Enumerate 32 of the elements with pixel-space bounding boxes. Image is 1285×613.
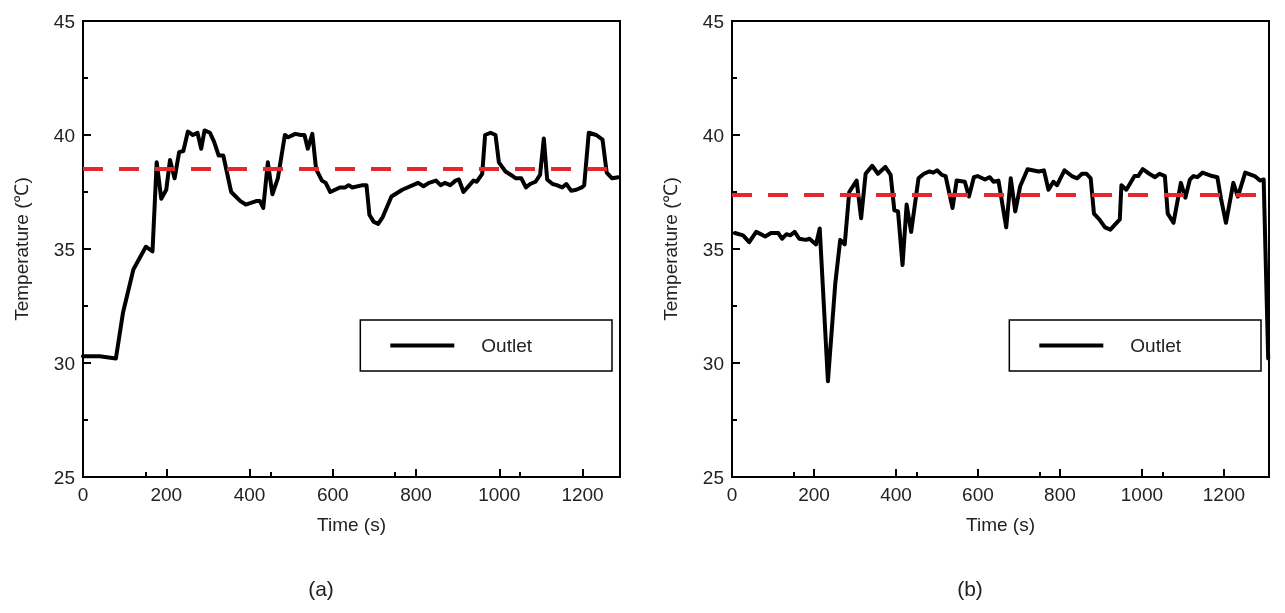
x-tick-label: 400 <box>880 484 912 505</box>
x-axis-title: Time (s) <box>317 514 386 535</box>
y-tick-label: 30 <box>702 352 724 374</box>
y-tick-label: 45 <box>53 10 75 32</box>
y-tick-label: 45 <box>702 10 724 32</box>
y-tick-label: 25 <box>702 466 724 488</box>
text: (a) <box>308 577 334 600</box>
x-tick-label: 200 <box>150 484 183 505</box>
x-tick-label: 400 <box>233 484 266 505</box>
x-tick-label: 800 <box>1044 484 1076 505</box>
x-tick-label: 600 <box>962 484 994 505</box>
y-axis-title: Temperature (℃) <box>660 177 681 321</box>
y-tick-label: 25 <box>53 466 75 488</box>
x-tick-label: 1200 <box>561 484 604 505</box>
y-tick-label: 35 <box>702 238 724 260</box>
x-tick-label: 600 <box>316 484 349 505</box>
y-tick-label: 40 <box>53 124 75 146</box>
y-tick-label: 35 <box>53 238 75 260</box>
x-tick-label: 800 <box>400 484 432 505</box>
x-tick-label: 1000 <box>478 484 521 505</box>
x-tick-label: 1200 <box>1202 484 1246 505</box>
x-tick-label: 0 <box>77 484 89 505</box>
x-tick-label: 1000 <box>1120 484 1164 505</box>
text: (b) <box>957 577 983 600</box>
x-axis-title: Time (s) <box>966 514 1035 535</box>
x-tick-label: 0 <box>726 484 738 505</box>
legend-label: Outlet <box>481 335 533 356</box>
y-tick-label: 30 <box>53 352 75 374</box>
x-tick-label: 200 <box>798 484 830 505</box>
legend-label: Outlet <box>1130 335 1182 356</box>
y-axis-title: Temperature (℃) <box>11 177 32 321</box>
y-tick-label: 40 <box>702 124 724 146</box>
